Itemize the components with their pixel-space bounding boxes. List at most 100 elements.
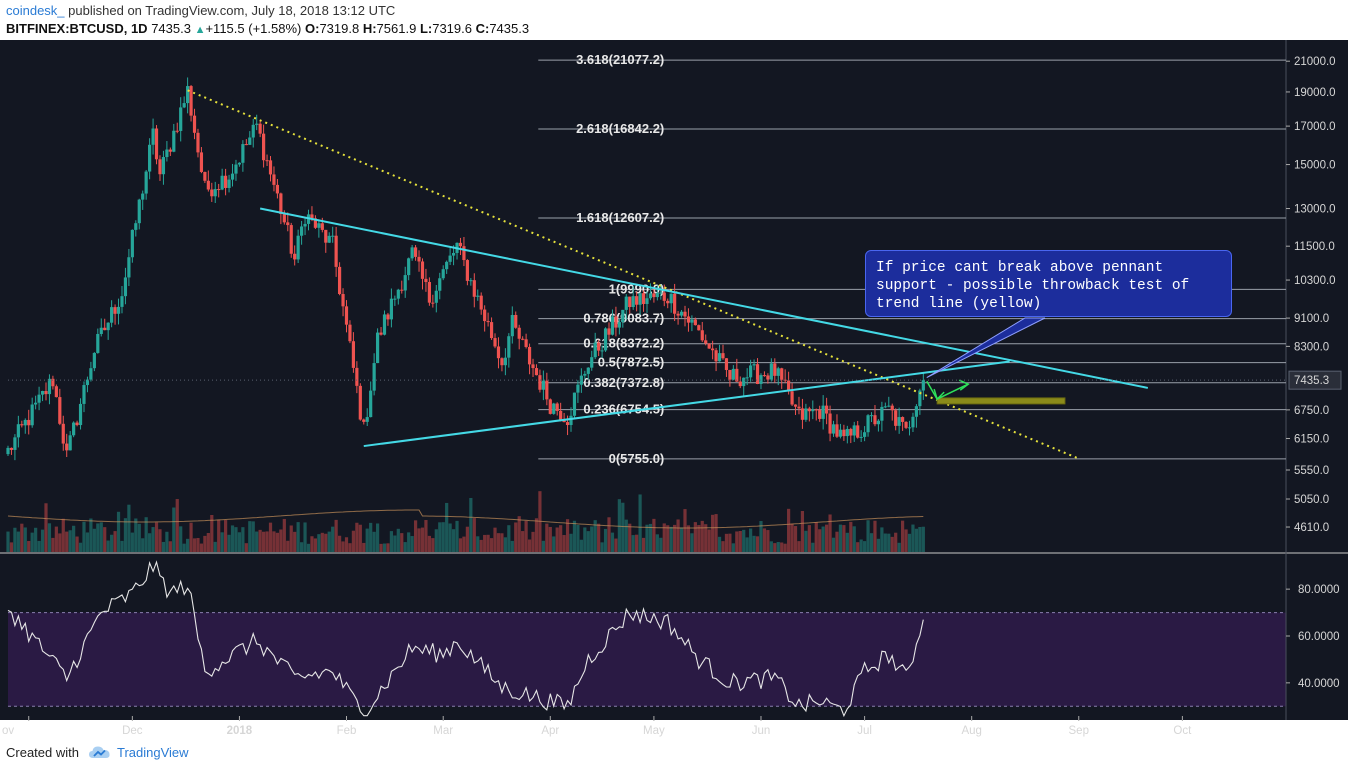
price-tick-label: 6150.0: [1294, 433, 1329, 445]
volume-bar: [655, 534, 659, 552]
chart-area[interactable]: 3.618(21077.2) 2.618(16842.2) 1.618(12607.…: [0, 40, 1348, 740]
volume-bar: [697, 525, 701, 552]
candle-body: [890, 405, 894, 411]
volume-bar: [783, 543, 787, 552]
volume-bar: [711, 514, 715, 552]
volume-bar: [334, 519, 338, 552]
volume-bar: [510, 540, 514, 552]
volume-bar: [807, 525, 811, 552]
date-tick-label: Jul: [857, 725, 872, 737]
published-text: published on TradingView.com, July 18, 2…: [68, 3, 396, 18]
volume-bar: [317, 534, 321, 552]
candle-body: [683, 311, 687, 317]
volume-bar: [721, 541, 725, 552]
candle-body: [524, 339, 528, 347]
volume-bar: [676, 519, 680, 552]
volume-bar: [379, 543, 383, 552]
volume-bar: [30, 532, 34, 552]
candle-body: [918, 390, 922, 407]
candle-body: [797, 406, 801, 409]
annotation-callout[interactable]: If price cant break above pennant suppor…: [865, 250, 1232, 317]
candle-body: [869, 415, 874, 417]
volume-bar: [890, 536, 894, 552]
candle-body: [310, 214, 314, 219]
candle-body: [158, 159, 162, 175]
footer: Created with TradingView: [0, 740, 1348, 770]
volume-bar: [597, 523, 601, 552]
candle-body: [593, 342, 597, 358]
candle-body: [213, 189, 217, 197]
price-tick-label: 21000.0: [1294, 56, 1336, 68]
volume-bar: [37, 540, 41, 552]
date-tick-label: Jun: [752, 725, 771, 737]
created-with-label: Created with: [6, 745, 79, 760]
candle-body: [396, 289, 400, 299]
candle-body: [420, 261, 425, 279]
volume-bar: [272, 531, 276, 552]
volume-bar: [894, 532, 898, 552]
volume-bar: [148, 533, 152, 552]
candle-body: [220, 175, 224, 190]
callout-pointer: [926, 317, 1046, 379]
candle-body: [652, 293, 656, 298]
author-link[interactable]: coindesk_: [6, 3, 65, 18]
volume-bar: [724, 533, 729, 552]
candle-body: [472, 280, 476, 297]
candle-body: [621, 309, 625, 323]
fib-level-label: 0.5(7872.5): [598, 355, 665, 370]
volume-bar: [192, 538, 197, 552]
candle-body: [203, 171, 207, 181]
candle-body: [728, 369, 732, 380]
volume-bar: [472, 518, 476, 552]
volume-bar: [749, 528, 753, 552]
volume-bar: [20, 523, 24, 552]
price-chart[interactable]: 3.618(21077.2) 2.618(16842.2) 1.618(12607.…: [0, 40, 1348, 740]
volume-bar: [265, 531, 269, 552]
volume-bar: [856, 542, 860, 552]
candle-body: [569, 415, 573, 426]
volume-bar: [141, 538, 145, 552]
price-tick-label: 7435.3: [1294, 375, 1329, 387]
price-tick-label: 8300.0: [1294, 341, 1329, 353]
volume-bar: [189, 522, 193, 552]
tradingview-link[interactable]: TradingView: [117, 745, 189, 760]
volume-bar: [13, 527, 17, 552]
volume-bar: [438, 522, 442, 552]
candle-body: [68, 435, 72, 451]
volume-bar: [341, 541, 345, 552]
volume-bar: [638, 494, 642, 552]
volume-bar: [769, 541, 773, 552]
volume-bar: [907, 533, 912, 552]
volume-bar: [137, 523, 141, 552]
date-tick-label: Aug: [961, 725, 981, 737]
volume-bar: [351, 530, 356, 552]
candle-body: [552, 403, 556, 414]
volume-bar: [355, 522, 359, 552]
candle-body: [852, 425, 856, 436]
volume-bar: [704, 524, 708, 552]
high-label: H:: [362, 21, 377, 36]
candle-body: [559, 410, 563, 421]
candle-body: [562, 420, 566, 423]
chart-header: coindesk_ published on TradingView.com, …: [0, 0, 1348, 40]
candle-body: [897, 417, 901, 426]
candle-body: [907, 427, 912, 429]
volume-bar: [154, 522, 159, 552]
volume-bar: [313, 538, 318, 552]
volume-bar: [793, 526, 798, 552]
candle-body: [624, 296, 628, 310]
volume-bar: [825, 524, 829, 552]
volume-bar: [738, 530, 742, 552]
volume-bar: [258, 529, 262, 552]
candle-body: [78, 403, 83, 426]
volume-bar: [386, 543, 390, 552]
candle-body: [237, 162, 242, 165]
candle-body: [75, 422, 79, 426]
date-tick-label: Dec: [122, 725, 143, 737]
volume-bar: [217, 519, 221, 552]
volume-bar: [289, 525, 293, 552]
candle-body: [258, 123, 262, 134]
volume-bar: [51, 537, 55, 552]
candle-body: [262, 133, 266, 161]
candle-body: [597, 342, 601, 351]
